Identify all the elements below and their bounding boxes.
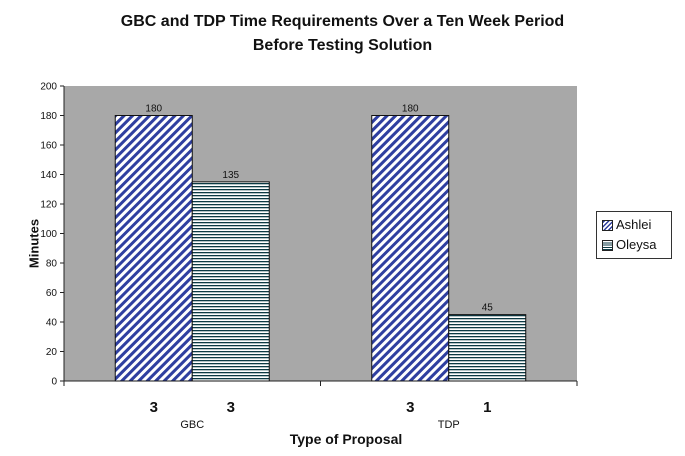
bar-oleysa-tdp [448,314,527,382]
bar-oleysa-gbc [191,181,270,382]
bar-count-label: 1 [483,399,491,416]
legend: Ashlei Oleysa [596,211,672,259]
legend-label: Oleysa [616,237,657,252]
bar-ashlei-gbc [114,115,193,382]
y-tick-label: 180 [40,111,57,122]
y-tick-label: 140 [40,170,57,181]
y-tick-label: 200 [40,82,57,93]
bar-data-label: 45 [482,303,494,314]
bar-data-label: 180 [145,104,162,115]
legend-swatch-oleysa [602,240,613,251]
x-category-label-gbc: GBC [180,419,204,431]
y-tick-label: 100 [40,229,57,240]
y-tick-label: 20 [46,347,58,358]
chart-title: GBC and TDP Time Requirements Over a Ten… [120,13,565,30]
y-tick-label: 0 [51,377,57,388]
y-tick-label: 80 [46,259,58,270]
bar-count-label: 3 [227,399,235,416]
chart-subtitle: Before Testing Solution [252,37,433,54]
legend-swatch-ashlei [602,220,613,231]
x-category-label-tdp: TDP [438,419,460,431]
bar-count-label: 3 [406,399,414,416]
bar-data-label: 135 [222,170,239,181]
bar-count-label: 3 [150,399,158,416]
y-tick-label: 120 [40,200,57,211]
bar-ashlei-tdp [371,115,450,382]
bar-data-label: 180 [402,104,419,115]
y-tick-label: 40 [46,318,58,329]
x-axis-label: Type of Proposal [289,431,403,447]
legend-label: Ashlei [616,217,652,232]
y-tick-label: 160 [40,141,57,152]
y-tick-label: 60 [46,288,58,299]
y-axis-label: Minutes [26,218,42,269]
